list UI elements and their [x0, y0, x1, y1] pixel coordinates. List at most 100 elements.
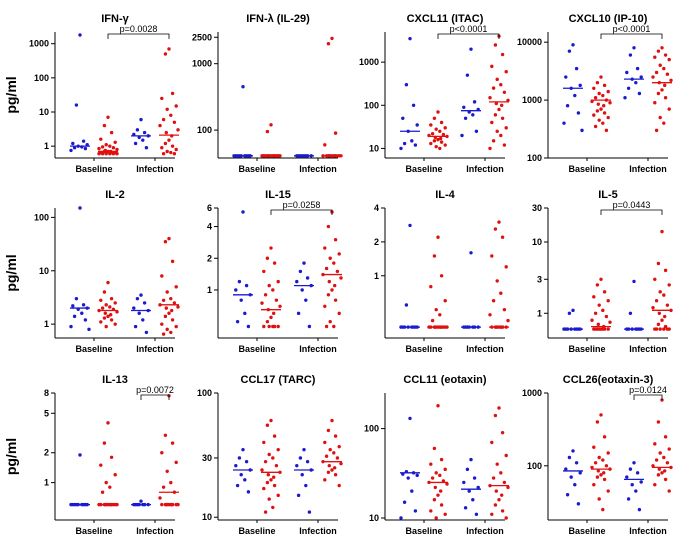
data-point [83, 146, 88, 151]
group-label: Baseline [568, 164, 605, 174]
data-point [113, 473, 117, 477]
significance-bracket [600, 209, 663, 215]
data-point [651, 464, 655, 468]
group-label: Infection [629, 164, 667, 174]
data-point [662, 455, 666, 460]
data-point [265, 129, 270, 134]
y-tick-label: 1000 [192, 59, 212, 69]
data-point [628, 311, 633, 315]
data-point [656, 322, 661, 327]
data-point [133, 324, 138, 329]
group-label: Infection [136, 344, 174, 354]
data-point [471, 113, 475, 117]
data-point [597, 327, 601, 331]
data-point [597, 118, 601, 122]
data-point [601, 308, 605, 313]
data-point [243, 311, 247, 316]
data-point [499, 133, 503, 138]
significance-bracket [270, 209, 333, 215]
data-point [599, 107, 603, 111]
data-point [592, 445, 596, 449]
data-point [108, 152, 112, 156]
data-point [327, 463, 331, 468]
data-point [158, 496, 162, 500]
panel-title: IFN-λ (IL-29) [246, 13, 310, 25]
significance-bracket [633, 394, 663, 400]
data-point [580, 128, 584, 133]
data-point [276, 493, 280, 498]
data-point [592, 113, 596, 117]
data-point [567, 455, 572, 460]
data-point [443, 467, 447, 472]
data-point [502, 480, 507, 485]
data-point [497, 220, 501, 224]
data-point [606, 299, 610, 303]
data-point [651, 305, 655, 310]
data-point [100, 145, 105, 149]
data-point [164, 306, 168, 310]
data-point [500, 103, 504, 107]
data-point [654, 458, 659, 462]
data-point [296, 493, 301, 498]
data-point [596, 469, 600, 473]
data-point [460, 133, 464, 138]
data-point [170, 308, 174, 313]
panel: IL-13 1 2 5 8 Baseline Infection p=0.0072 [44, 374, 180, 536]
data-point [662, 293, 666, 297]
data-point [632, 279, 636, 284]
data-point [434, 307, 438, 312]
data-point [490, 64, 494, 69]
data-point [333, 238, 338, 242]
data-point [500, 493, 504, 497]
y-tick-label: 10 [532, 237, 542, 247]
data-point [72, 314, 77, 319]
group-label: Infection [136, 164, 174, 174]
data-point [429, 462, 433, 466]
y-tick-label: 100 [364, 100, 379, 110]
data-point [172, 301, 177, 305]
data-point [115, 152, 119, 156]
data-point [599, 277, 603, 281]
y-tick-label: 10 [202, 512, 212, 522]
data-point [160, 322, 164, 326]
data-point [169, 296, 173, 301]
data-point [660, 471, 664, 475]
panel: CCL11 (eotaxin) 10 100 Baseline Infection [364, 374, 510, 536]
data-point [413, 143, 418, 147]
group-label: Baseline [75, 526, 112, 536]
data-point [415, 123, 419, 127]
data-point [658, 63, 662, 67]
data-point [500, 116, 505, 120]
data-point [502, 307, 507, 312]
data-point [163, 52, 168, 56]
data-point [104, 480, 108, 485]
data-point [135, 296, 140, 301]
data-point [399, 516, 403, 520]
data-point [402, 500, 407, 504]
data-point [167, 47, 171, 51]
data-point [573, 482, 577, 487]
data-point [657, 311, 661, 315]
data-point [656, 261, 661, 266]
data-point [595, 283, 600, 287]
data-point [474, 512, 479, 517]
panel-title: CCL26(eotaxin-3) [563, 374, 654, 386]
data-point [332, 451, 336, 455]
data-point [430, 131, 435, 136]
data-point [111, 146, 116, 150]
data-point [445, 482, 449, 486]
data-point [562, 121, 566, 125]
p-value-label: p=0.0124 [629, 385, 667, 395]
data-point [99, 463, 103, 467]
y-tick-label: 1 [44, 141, 49, 151]
data-point [401, 116, 405, 120]
group-label: Baseline [405, 164, 442, 174]
data-point [571, 308, 575, 313]
data-point [172, 120, 177, 124]
data-point [272, 434, 277, 438]
y-tick-label: 1000 [29, 39, 49, 49]
data-point [404, 303, 409, 307]
data-point [260, 301, 264, 305]
data-point [606, 89, 610, 94]
data-point [339, 276, 343, 280]
